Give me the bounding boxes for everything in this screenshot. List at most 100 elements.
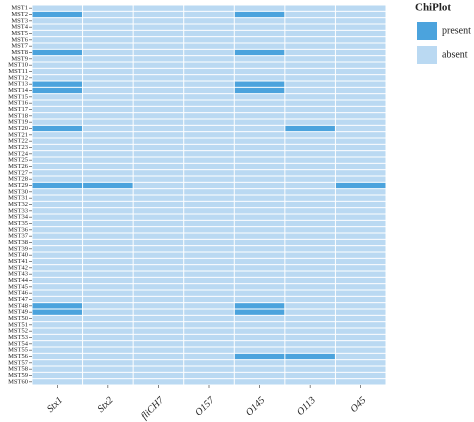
heatmap-cell — [83, 239, 133, 246]
heatmap-cell — [335, 322, 386, 328]
heatmap-cell — [133, 290, 184, 296]
heatmap-cell — [184, 56, 234, 62]
y-tick-label: MST29 — [8, 182, 28, 189]
heatmap-cell — [184, 106, 234, 113]
heatmap-cell — [83, 303, 133, 309]
heatmap-cell — [335, 11, 386, 18]
heatmap-cell — [234, 201, 285, 208]
heatmap-cell — [234, 189, 285, 195]
heatmap-cell — [285, 81, 335, 87]
heatmap-cell — [133, 119, 184, 125]
heatmap-cell — [83, 328, 133, 334]
heatmap-cell — [32, 144, 83, 151]
heatmap-cell — [285, 322, 335, 328]
heatmap-cell — [285, 144, 335, 151]
heatmap-cell — [32, 208, 83, 214]
heatmap-cell — [335, 151, 386, 157]
heatmap-cell — [32, 303, 83, 309]
y-tick-label: MST47 — [8, 296, 29, 303]
heatmap-cell — [32, 62, 83, 68]
heatmap-cell — [83, 315, 133, 322]
heatmap-cell — [133, 366, 184, 372]
heatmap-cell — [285, 195, 335, 201]
heatmap-cell — [133, 81, 184, 87]
heatmap-cell — [32, 334, 83, 341]
x-tick-label: O45 — [348, 395, 368, 415]
y-tick-label: MST22 — [8, 138, 28, 145]
heatmap-cell — [285, 119, 335, 125]
heatmap-cell — [335, 208, 386, 214]
heatmap-cell — [335, 132, 386, 138]
heatmap-cell — [285, 37, 335, 43]
heatmap-cell — [32, 189, 83, 195]
heatmap-cell — [234, 360, 285, 366]
y-tick-label: MST2 — [11, 11, 28, 18]
heatmap-cell — [133, 233, 184, 239]
heatmap-cell — [184, 18, 234, 24]
heatmap-cell — [285, 100, 335, 106]
heatmap-cell — [133, 62, 184, 68]
heatmap-cell — [83, 100, 133, 106]
y-tick-label: MST32 — [8, 201, 28, 208]
heatmap-cell — [133, 94, 184, 100]
heatmap-cell — [285, 157, 335, 163]
y-tick-label: MST57 — [8, 359, 29, 366]
heatmap-cell — [335, 347, 386, 353]
heatmap-cell — [285, 87, 335, 94]
heatmap-cell — [285, 328, 335, 334]
heatmap-cell — [83, 252, 133, 258]
heatmap-cell — [234, 258, 285, 265]
heatmap-cell — [184, 138, 234, 144]
heatmap-cell — [184, 303, 234, 309]
heatmap-cell — [133, 113, 184, 119]
heatmap-cell — [285, 290, 335, 296]
y-tick-label: MST5 — [11, 30, 28, 37]
heatmap-cell — [32, 360, 83, 366]
y-tick-label: MST59 — [8, 372, 28, 379]
heatmap-cell — [83, 87, 133, 94]
heatmap-cell — [234, 5, 285, 11]
y-tick-label: MST10 — [8, 62, 28, 69]
heatmap-cell — [32, 195, 83, 201]
y-tick-label: MST48 — [8, 302, 28, 309]
y-tick-label: MST33 — [8, 207, 28, 214]
heatmap-cell — [184, 132, 234, 138]
heatmap-cell — [32, 220, 83, 227]
heatmap-cell — [285, 43, 335, 49]
heatmap-cell — [184, 353, 234, 360]
heatmap-cell — [184, 5, 234, 11]
heatmap-cell — [335, 290, 386, 296]
heatmap-cell — [285, 208, 335, 214]
y-tick-label: MST13 — [8, 81, 28, 88]
heatmap-cell — [285, 309, 335, 315]
heatmap-cell — [133, 189, 184, 195]
heatmap-cell — [32, 49, 83, 56]
y-tick-label: MST27 — [8, 169, 29, 176]
heatmap-cell — [285, 372, 335, 379]
heatmap-cell — [32, 170, 83, 176]
heatmap-cell — [335, 334, 386, 341]
heatmap-cell — [133, 328, 184, 334]
heatmap-cell — [234, 296, 285, 303]
heatmap-cell — [133, 56, 184, 62]
heatmap-cell — [133, 246, 184, 252]
heatmap-cell — [133, 227, 184, 233]
heatmap-cell — [285, 18, 335, 24]
heatmap-cell — [83, 227, 133, 233]
heatmap-cell — [335, 239, 386, 246]
heatmap-cell — [285, 296, 335, 303]
heatmap-cell — [32, 379, 83, 385]
heatmap-cell — [184, 94, 234, 100]
heatmap-cell — [83, 379, 133, 385]
heatmap-cell — [234, 49, 285, 56]
heatmap-cell — [133, 18, 184, 24]
heatmap-cell — [133, 208, 184, 214]
legend-swatch — [417, 22, 437, 40]
heatmap-cell — [335, 176, 386, 182]
y-tick-label: MST43 — [8, 271, 28, 278]
y-tick-label: MST21 — [8, 131, 28, 138]
heatmap-cell — [133, 75, 184, 81]
heatmap-cell — [83, 176, 133, 182]
heatmap-cell — [184, 233, 234, 239]
heatmap-cell — [234, 18, 285, 24]
